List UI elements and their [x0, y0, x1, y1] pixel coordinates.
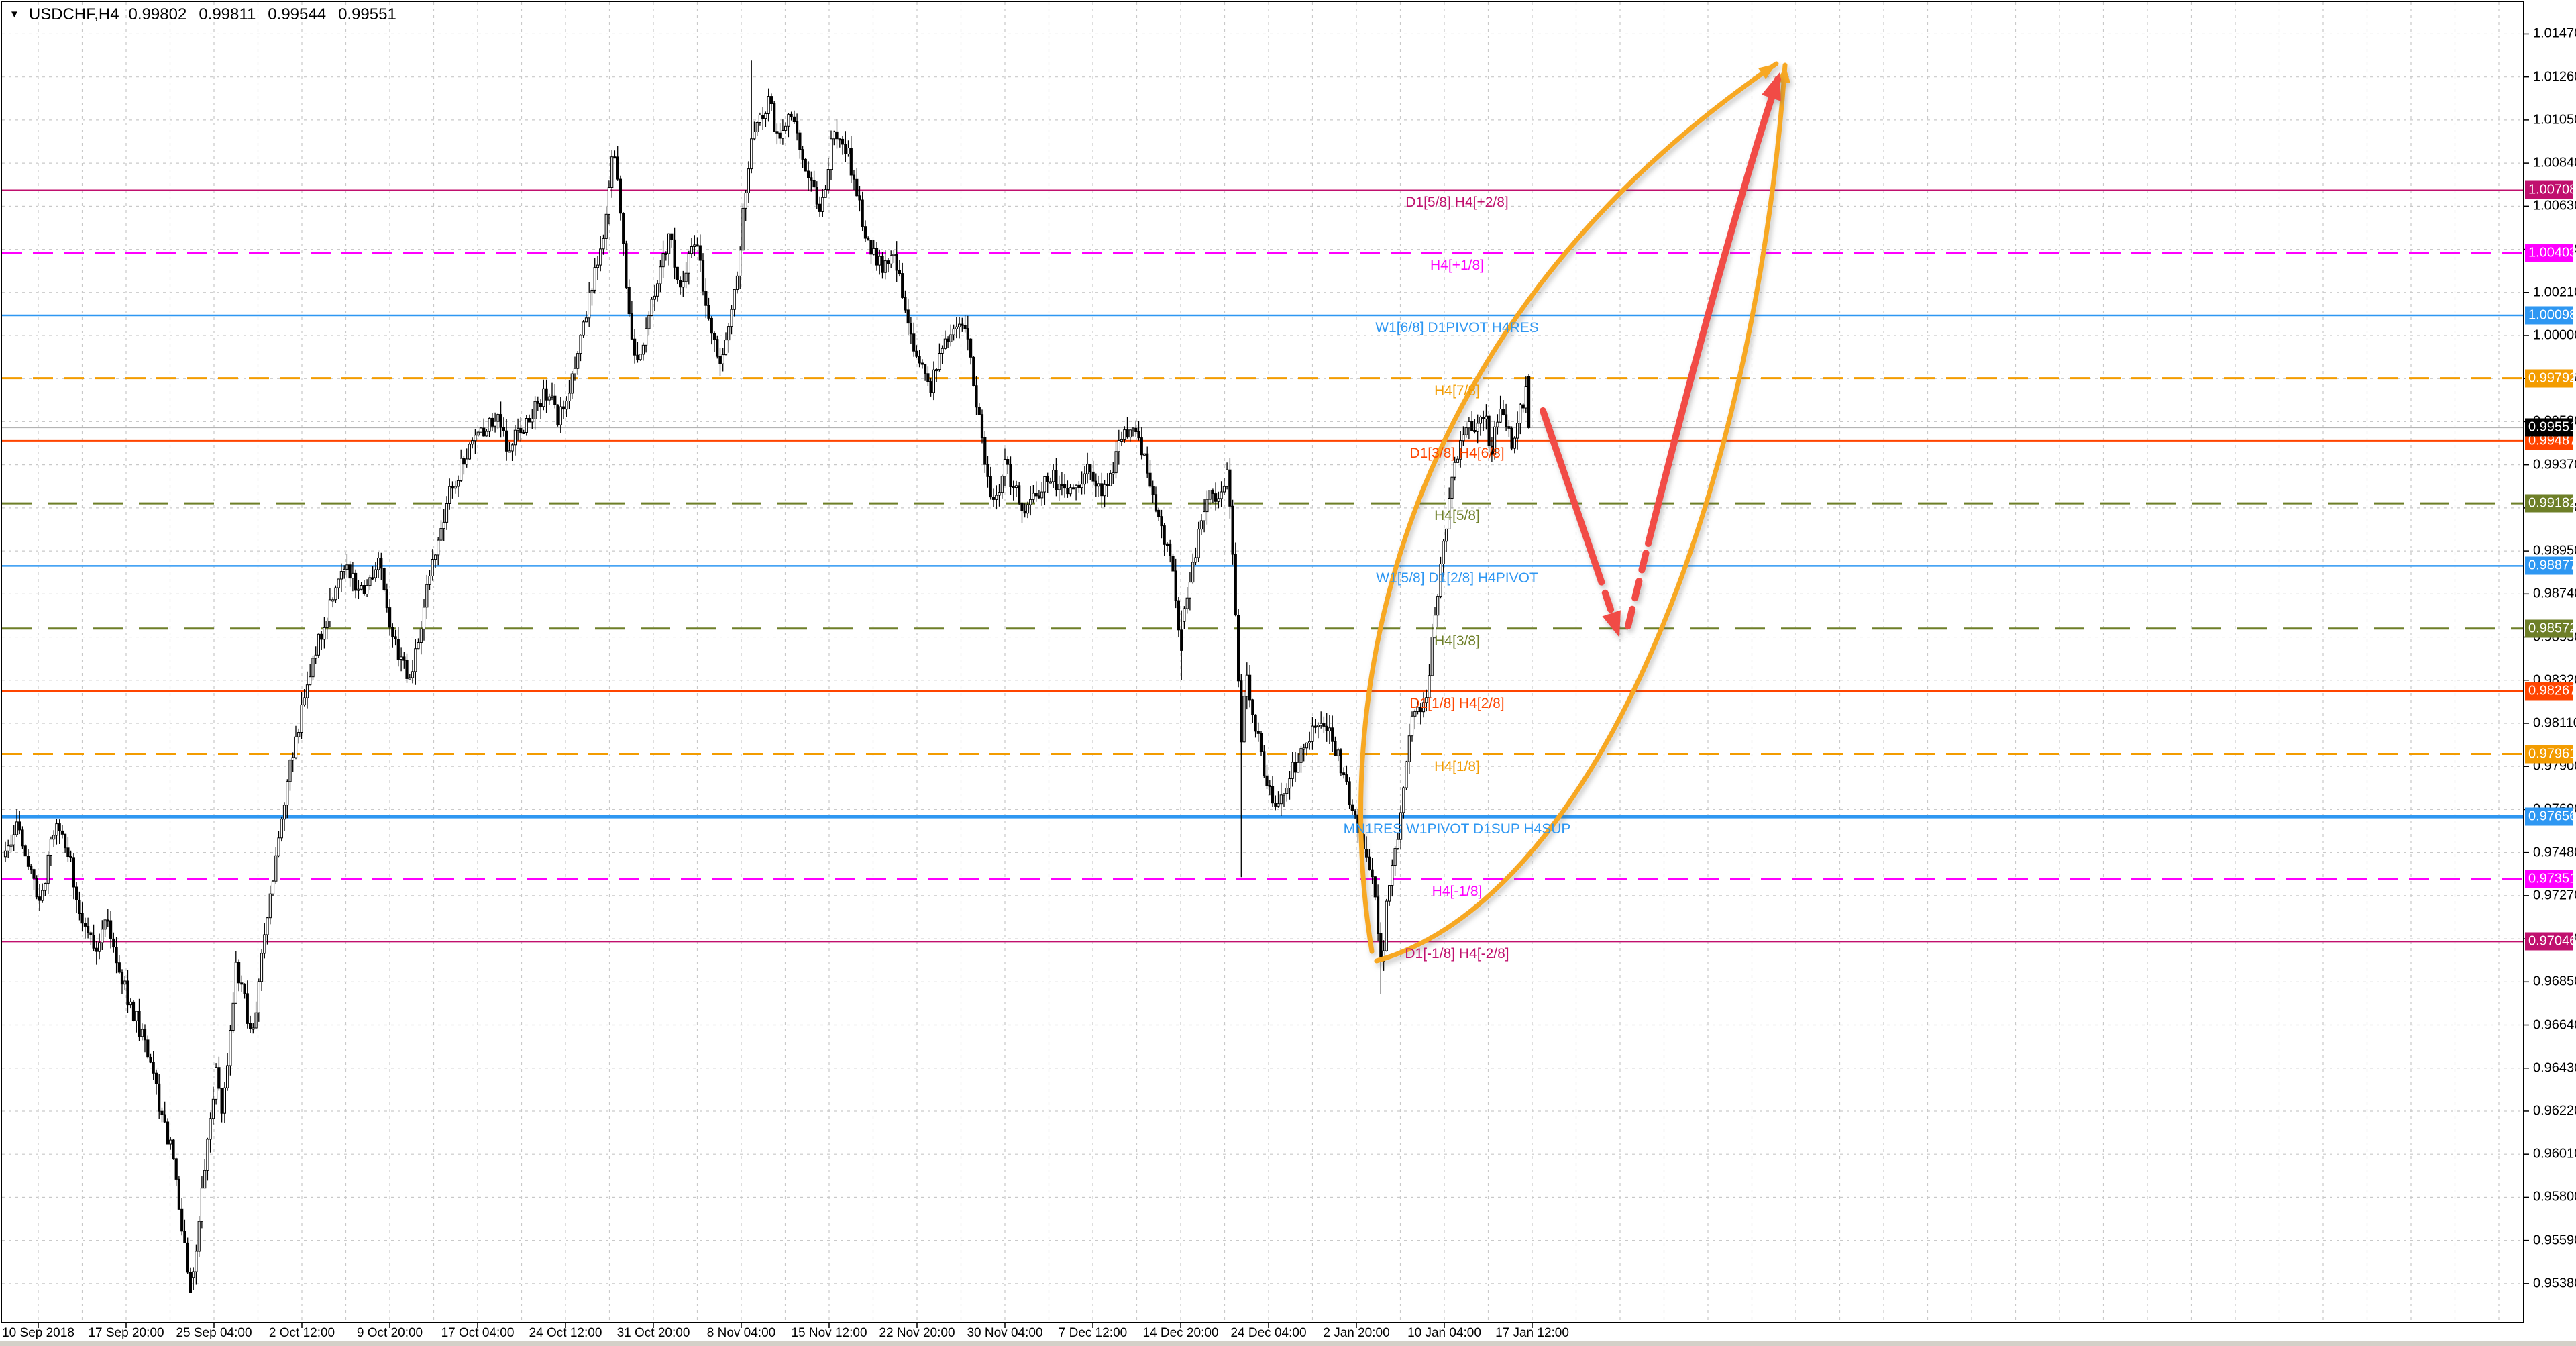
- price-axis-label: 1.01260: [2533, 69, 2576, 85]
- time-axis-label: 31 Oct 20:00: [616, 1326, 690, 1340]
- price-level-badge: 0.98267: [2525, 682, 2576, 701]
- price-level-badge: 0.97656: [2525, 807, 2576, 826]
- price-level-badge: 0.99792: [2525, 369, 2576, 388]
- candle-bodies: [3, 96, 1531, 1294]
- price-axis-label: 0.98110: [2533, 715, 2576, 731]
- time-axis-label: 10 Sep 2018: [2, 1326, 74, 1340]
- chart-dropdown-icon[interactable]: ▼: [9, 8, 19, 20]
- time-axis-label: 17 Jan 12:00: [1495, 1326, 1569, 1340]
- price-level-badge: 0.97961: [2525, 745, 2576, 764]
- time-axis-label: 25 Sep 04:00: [176, 1326, 252, 1340]
- price-level-badge: 0.99182: [2525, 494, 2576, 513]
- ohlc-values: 0.99802 0.99811 0.99544 0.99551: [129, 5, 396, 24]
- price-level-badge: 1.00708: [2525, 180, 2576, 199]
- price-level-badge: 1.00403: [2525, 244, 2576, 262]
- price-level-badge: 0.98572: [2525, 619, 2576, 638]
- time-axis-label: 17 Oct 04:00: [441, 1326, 515, 1340]
- open-value: 0.99802: [128, 5, 187, 23]
- close-value: 0.99551: [338, 5, 396, 23]
- time-axis-label: 22 Nov 20:00: [879, 1326, 955, 1340]
- price-level-badge: 0.97351: [2525, 870, 2576, 888]
- price-axis-label: 1.01050: [2533, 112, 2576, 127]
- candle-wicks: [5, 60, 1529, 1292]
- price-level-badge: 0.98877: [2525, 556, 2576, 575]
- price-level-badge: 0.97046: [2525, 932, 2576, 951]
- price-axis-label: 1.00840: [2533, 155, 2576, 170]
- price-level-badge: 1.00098: [2525, 306, 2576, 325]
- low-value: 0.99544: [268, 5, 327, 23]
- time-axis-label: 2 Jan 20:00: [1323, 1326, 1390, 1340]
- window-edge: [0, 1341, 2576, 1346]
- time-axis-label: 17 Sep 20:00: [88, 1326, 164, 1340]
- high-value: 0.99811: [199, 5, 256, 23]
- time-axis-label: 10 Jan 04:00: [1407, 1326, 1481, 1340]
- price-axis-label: 1.01470: [2533, 25, 2576, 41]
- time-axis-label: 2 Oct 12:00: [268, 1326, 335, 1340]
- price-axis-label: 1.00210: [2533, 284, 2576, 300]
- time-axis-label: 24 Oct 12:00: [529, 1326, 602, 1340]
- price-axis-label: 1.00630: [2533, 198, 2576, 213]
- time-axis-label: 30 Nov 04:00: [967, 1326, 1043, 1340]
- time-axis-label: 15 Nov 12:00: [791, 1326, 867, 1340]
- projected-price-path-arrows[interactable]: [1540, 69, 1789, 640]
- price-axis-label: 0.95380: [2533, 1276, 2576, 1291]
- time-axis-label: 24 Dec 04:00: [1230, 1326, 1307, 1340]
- time-axis-label: 7 Dec 12:00: [1058, 1326, 1128, 1340]
- chart-title: ▼ USDCHF,H4 0.99802 0.99811 0.99544 0.99…: [9, 5, 396, 24]
- current-price-badge: 0.99551: [2525, 418, 2576, 437]
- time-axis-label: 8 Nov 04:00: [706, 1326, 776, 1340]
- time-axis-label: 14 Dec 20:00: [1142, 1326, 1219, 1340]
- time-axis-label: 9 Oct 20:00: [356, 1326, 423, 1340]
- symbol-timeframe: USDCHF,H4: [28, 5, 119, 23]
